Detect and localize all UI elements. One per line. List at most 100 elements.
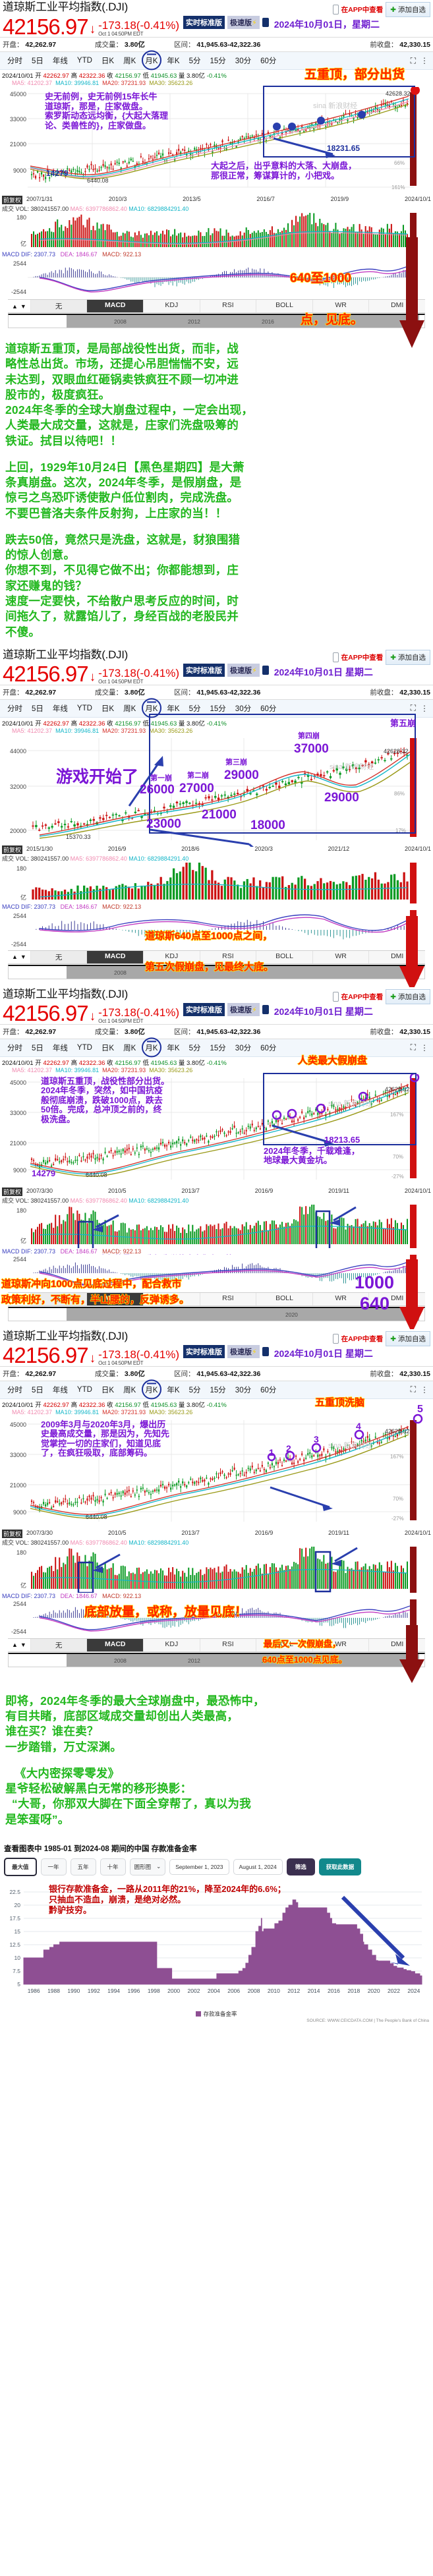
tab4-5day[interactable]: 5日 bbox=[32, 1386, 43, 1394]
view-in-app-link[interactable]: 在APP中查看 bbox=[341, 6, 384, 14]
standard-version-badge-2[interactable]: 实时标准版 bbox=[183, 663, 225, 677]
tab2-60min[interactable]: 60分 bbox=[260, 704, 277, 713]
tab4-5min[interactable]: 5分 bbox=[188, 1386, 201, 1394]
macd-chart-3[interactable]: 2544 bbox=[0, 1254, 433, 1292]
tab2-30min[interactable]: 30分 bbox=[235, 704, 252, 713]
tab3-15min[interactable]: 15分 bbox=[210, 1044, 226, 1052]
indicator-kdj-2[interactable]: KDJ bbox=[143, 950, 200, 963]
tab2-yearline[interactable]: 年线 bbox=[52, 704, 68, 713]
volume-chart-2[interactable]: 180 亿 bbox=[0, 862, 433, 903]
more-options-icon-2[interactable]: ⋮ bbox=[420, 703, 428, 713]
indicator-macd-1[interactable]: MACD bbox=[86, 300, 144, 312]
indicator-boll-3[interactable]: BOLL bbox=[256, 1292, 312, 1305]
standard-version-badge-3[interactable]: 实时标准版 bbox=[183, 1002, 225, 1016]
restore-mode-badge-1[interactable]: 前复权 bbox=[2, 196, 23, 204]
volume-chart-3[interactable]: 180 亿 bbox=[0, 1204, 433, 1248]
tab-yearline[interactable]: 年线 bbox=[52, 57, 68, 65]
fullscreen-icon[interactable]: ⛶ bbox=[410, 55, 416, 65]
date-to-input[interactable]: August 1, 2024 bbox=[233, 1858, 283, 1875]
indicator-down-arrow-1[interactable]: ▼ bbox=[20, 302, 26, 310]
tab-ytd[interactable]: YTD bbox=[76, 57, 92, 65]
tab3-yeark[interactable]: 年K bbox=[167, 1044, 180, 1052]
tab4-weekk[interactable]: 周K bbox=[123, 1386, 136, 1394]
indicator-dmi-3[interactable]: DMI bbox=[368, 1292, 425, 1305]
fast-version-badge-2[interactable]: 极速版⚡ bbox=[227, 663, 260, 677]
tab4-dayk[interactable]: 日K bbox=[101, 1386, 115, 1394]
tab-monthk[interactable]: 月K bbox=[140, 50, 162, 71]
volume-chart-1[interactable]: 180 亿 bbox=[0, 213, 433, 251]
mobile-icon-3[interactable] bbox=[262, 1004, 269, 1014]
indicator-macd-3[interactable]: MACD bbox=[86, 1292, 144, 1305]
indicator-kdj-3[interactable]: KDJ bbox=[143, 1292, 200, 1305]
indicator-boll-1[interactable]: BOLL bbox=[256, 300, 312, 312]
indicator-boll-2[interactable]: BOLL bbox=[256, 950, 312, 963]
restore-mode-badge-4[interactable]: 前复权 bbox=[2, 1529, 23, 1538]
tab-dayk[interactable]: 日K bbox=[101, 57, 115, 65]
tab2-5day[interactable]: 5日 bbox=[32, 704, 43, 713]
tab3-60min[interactable]: 60分 bbox=[260, 1044, 277, 1052]
indicator-wr-1[interactable]: WR bbox=[312, 300, 369, 312]
volume-chart-4[interactable]: 180 亿 bbox=[0, 1546, 433, 1593]
indicator-none-4[interactable]: 无 bbox=[30, 1638, 87, 1651]
fast-version-badge-3[interactable]: 极速版⚡ bbox=[227, 1002, 260, 1016]
indicator-up-arrow-2[interactable]: ▲ bbox=[12, 954, 18, 961]
tab-5min[interactable]: 5分 bbox=[188, 57, 201, 65]
tab4-fenshi[interactable]: 分时 bbox=[7, 1386, 22, 1394]
tab3-monthk[interactable]: 月K bbox=[140, 1037, 162, 1058]
add-to-favorites-button-2[interactable]: ✚ 添加自选 bbox=[386, 649, 430, 665]
indicator-macd-4[interactable]: MACD bbox=[86, 1638, 144, 1651]
tab2-yeark[interactable]: 年K bbox=[167, 704, 180, 713]
fullscreen-icon-2[interactable]: ⛶ bbox=[410, 703, 416, 713]
tab4-30min[interactable]: 30分 bbox=[235, 1386, 252, 1394]
indicator-kdj-1[interactable]: KDJ bbox=[143, 300, 200, 312]
tab3-5min[interactable]: 5分 bbox=[188, 1044, 201, 1052]
indicator-kdj-4[interactable]: KDJ bbox=[143, 1638, 200, 1651]
tab4-60min[interactable]: 60分 bbox=[260, 1386, 277, 1394]
indicator-up-arrow-4[interactable]: ▲ bbox=[12, 1642, 18, 1649]
indicator-rsi-4[interactable]: RSI bbox=[199, 1638, 256, 1651]
tab-yeark[interactable]: 年K bbox=[167, 57, 180, 65]
tab-60min[interactable]: 60分 bbox=[260, 57, 277, 65]
tab2-monthk[interactable]: 月K bbox=[140, 698, 162, 718]
restore-mode-badge-3[interactable]: 前复权 bbox=[2, 1187, 23, 1196]
macd-chart-1[interactable]: 2544 -2544 640至1000 bbox=[0, 258, 433, 299]
indicator-down-arrow-2[interactable]: ▼ bbox=[20, 954, 26, 961]
add-to-favorites-button-4[interactable]: ✚ 添加自选 bbox=[386, 1331, 430, 1346]
range-scroll-thumb-2[interactable] bbox=[67, 965, 419, 979]
get-data-button[interactable]: 获取此数据 bbox=[318, 1858, 362, 1875]
tab3-dayk[interactable]: 日K bbox=[101, 1044, 115, 1052]
range-button-10y[interactable]: 十年 bbox=[100, 1858, 126, 1875]
mobile-icon-2[interactable] bbox=[262, 665, 269, 675]
macd-chart-4[interactable]: 2544 -2544 底部放量，或称，放量见底！ bbox=[0, 1599, 433, 1638]
mobile-icon[interactable] bbox=[262, 18, 269, 27]
tab3-yearline[interactable]: 年线 bbox=[52, 1044, 68, 1052]
price-chart-4[interactable]: 45000 33000 21000 9000 167% 70% -27% 200… bbox=[0, 1404, 433, 1530]
indicator-dmi-1[interactable]: DMI bbox=[368, 300, 425, 312]
tab2-5min[interactable]: 5分 bbox=[188, 704, 201, 713]
mobile-icon-4[interactable] bbox=[262, 1346, 269, 1356]
range-scroll-thumb-4[interactable] bbox=[67, 1653, 419, 1667]
tab-fenshi[interactable]: 分时 bbox=[7, 57, 22, 65]
indicator-rsi-2[interactable]: RSI bbox=[199, 950, 256, 963]
tab2-15min[interactable]: 15分 bbox=[210, 704, 226, 713]
indicator-down-arrow-4[interactable]: ▼ bbox=[20, 1642, 26, 1649]
fullscreen-icon-3[interactable]: ⛶ bbox=[410, 1043, 416, 1052]
range-scrollbar-2[interactable]: 2008 bbox=[8, 964, 425, 979]
indicator-down-arrow-3[interactable]: ▼ bbox=[20, 1296, 26, 1303]
tab-weekk[interactable]: 周K bbox=[123, 57, 136, 65]
indicator-dmi-2[interactable]: DMI bbox=[368, 950, 425, 963]
indicator-dmi-4[interactable]: DMI bbox=[368, 1638, 425, 1651]
tab4-ytd[interactable]: YTD bbox=[76, 1385, 92, 1394]
filter-button[interactable]: 筛选 bbox=[286, 1858, 315, 1875]
tab3-weekk[interactable]: 周K bbox=[123, 1044, 136, 1052]
date-from-input[interactable]: September 1, 2023 bbox=[169, 1858, 229, 1875]
indicator-wr-2[interactable]: WR bbox=[312, 950, 369, 963]
indicator-none-2[interactable]: 无 bbox=[30, 950, 87, 963]
tab3-fenshi[interactable]: 分时 bbox=[7, 1044, 22, 1052]
range-button-max[interactable]: 最大值 bbox=[4, 1857, 37, 1876]
indicator-boll-4[interactable]: BOLL bbox=[256, 1638, 312, 1651]
tab2-ytd[interactable]: YTD bbox=[76, 704, 92, 712]
tab3-ytd[interactable]: YTD bbox=[76, 1043, 92, 1052]
more-options-icon-4[interactable]: ⋮ bbox=[420, 1385, 428, 1394]
more-options-icon-3[interactable]: ⋮ bbox=[420, 1043, 428, 1052]
